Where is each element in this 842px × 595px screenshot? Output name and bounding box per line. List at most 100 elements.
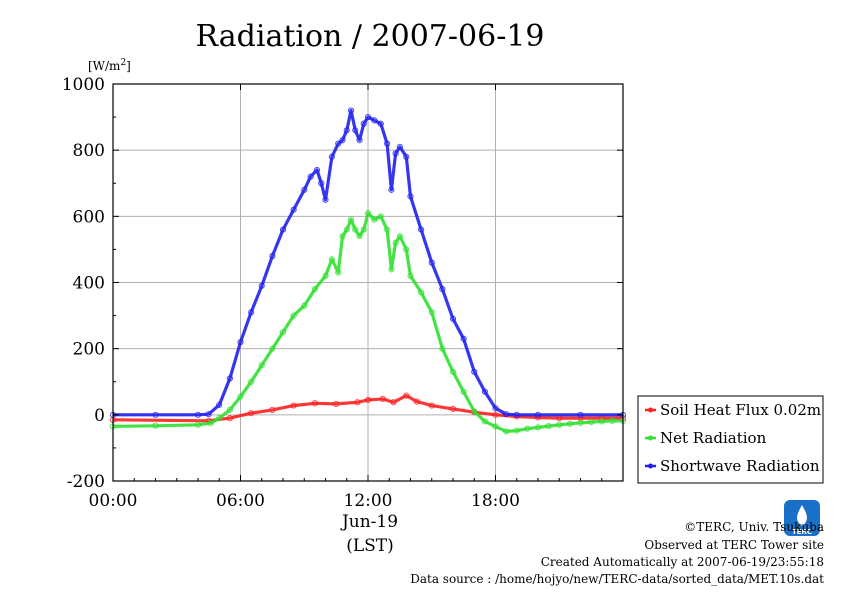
series-point xyxy=(556,421,563,428)
series-point xyxy=(237,338,244,346)
series-point xyxy=(269,345,276,352)
series-point xyxy=(460,388,467,395)
series-point xyxy=(428,259,435,266)
series-point xyxy=(364,396,372,404)
series-point xyxy=(407,272,414,279)
series-point xyxy=(379,395,386,403)
series-line-soil-heat-flux-0-02m xyxy=(112,394,623,423)
series-point xyxy=(471,408,478,415)
series-point xyxy=(248,378,255,385)
series-point xyxy=(428,402,435,409)
legend-label-shortwave-radiation: Shortwave Radiation xyxy=(660,457,820,475)
series-point xyxy=(360,120,367,127)
y-tick-label: 200 xyxy=(73,340,105,360)
x-tick-label: 06:00 xyxy=(216,491,265,511)
series-point xyxy=(449,368,457,375)
series-point xyxy=(226,406,233,413)
series-point xyxy=(356,137,363,144)
series-point xyxy=(449,405,457,412)
credit-source: Data source : /home/hojyo/new/TERC-data/… xyxy=(410,572,824,586)
series-point xyxy=(418,226,425,233)
legend-marker-net-radiation xyxy=(648,435,653,441)
y-tick-label: -200 xyxy=(67,472,105,492)
series-point xyxy=(577,419,584,426)
series-point xyxy=(269,406,276,413)
series-point xyxy=(290,312,297,319)
series-point xyxy=(216,415,223,422)
series-point xyxy=(492,411,499,418)
x-tick-label: 18:00 xyxy=(471,491,520,511)
series-point xyxy=(481,418,488,425)
series-point xyxy=(413,398,420,405)
y-axis-label: [W/m2] xyxy=(88,58,131,73)
series-point xyxy=(339,233,346,240)
legend-label-soil-heat-flux-0-02m: Soil Heat Flux 0.02m xyxy=(660,401,821,419)
series-point xyxy=(269,252,276,260)
series-line-shortwave-radiation xyxy=(113,108,623,417)
series-point xyxy=(335,269,342,276)
series-point xyxy=(407,193,414,200)
series-point xyxy=(313,166,321,174)
series-point xyxy=(152,411,159,418)
y-tick-label: 1000 xyxy=(62,75,105,95)
series-point xyxy=(403,153,410,160)
series-point xyxy=(360,226,367,233)
credit-created: Created Automatically at 2007-06-19/23:5… xyxy=(541,555,824,569)
series-point xyxy=(290,206,297,213)
logo-text: TERC xyxy=(792,528,812,536)
series-point xyxy=(258,282,265,289)
series-point xyxy=(343,127,350,134)
series-point xyxy=(311,286,318,293)
series-point xyxy=(534,411,542,418)
series-point xyxy=(524,425,531,432)
series-point xyxy=(492,405,499,412)
series-point xyxy=(403,392,410,399)
series-layer xyxy=(109,107,627,435)
series-point xyxy=(577,411,584,418)
series-point xyxy=(205,411,212,418)
series-point xyxy=(396,143,403,150)
series-point xyxy=(226,375,233,382)
series-point xyxy=(403,246,410,253)
legend-box xyxy=(637,395,824,484)
series-point xyxy=(388,266,395,273)
credit-site: Observed at TERC Tower site xyxy=(644,538,824,552)
series-point xyxy=(347,216,355,223)
series-point xyxy=(384,140,391,147)
legend: Soil Heat Flux 0.02m Net Radiation Shortwa… xyxy=(637,395,824,484)
legend-marker-soil-heat-flux-0-02m xyxy=(648,407,653,413)
x-tick-label: 00:00 xyxy=(89,491,138,511)
series-point xyxy=(226,415,233,422)
series-point xyxy=(216,401,223,409)
series-point xyxy=(207,420,214,427)
y-tick-label: 800 xyxy=(73,141,105,161)
legend-label-net-radiation: Net Radiation xyxy=(660,429,767,447)
series-point xyxy=(328,256,335,263)
series-point xyxy=(339,137,346,144)
series-point xyxy=(352,226,359,233)
series-point xyxy=(388,186,395,193)
series-point xyxy=(364,113,372,121)
series-point xyxy=(311,400,318,407)
series-point xyxy=(333,400,340,408)
series-point xyxy=(534,424,542,431)
y-axis-label-prefix: [W/m xyxy=(88,59,121,73)
y-axis-label-sup: 2 xyxy=(120,58,126,68)
x-axis-zone: (LST) xyxy=(346,536,394,556)
series-point xyxy=(356,233,363,240)
series-point xyxy=(428,309,435,316)
series-point xyxy=(439,286,446,293)
x-tick-label: 12:00 xyxy=(344,491,393,511)
series-point xyxy=(258,362,265,369)
series-point xyxy=(471,368,478,375)
series-point xyxy=(347,107,355,114)
series-point xyxy=(343,226,350,233)
y-tick-label: 0 xyxy=(94,406,105,426)
series-point xyxy=(392,150,399,157)
series-point xyxy=(322,196,329,203)
series-point xyxy=(492,423,499,430)
terc-logo: TERC xyxy=(784,500,820,536)
series-point xyxy=(152,422,159,429)
series-point xyxy=(377,120,384,127)
